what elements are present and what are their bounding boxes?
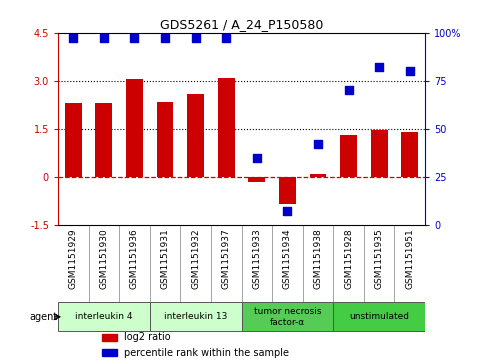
Text: interleukin 4: interleukin 4 bbox=[75, 312, 133, 321]
FancyBboxPatch shape bbox=[58, 302, 150, 331]
Point bbox=[284, 208, 291, 214]
Bar bbox=[96, 103, 112, 177]
Text: GSM1151930: GSM1151930 bbox=[99, 229, 108, 289]
Point bbox=[314, 141, 322, 147]
Bar bbox=[340, 135, 357, 177]
Point bbox=[130, 36, 138, 41]
Text: GSM1151938: GSM1151938 bbox=[313, 229, 323, 289]
Text: GSM1151934: GSM1151934 bbox=[283, 229, 292, 289]
Text: percentile rank within the sample: percentile rank within the sample bbox=[124, 347, 289, 358]
Point bbox=[375, 64, 383, 70]
Bar bbox=[248, 177, 265, 182]
Point bbox=[100, 36, 108, 41]
Point bbox=[192, 36, 199, 41]
FancyBboxPatch shape bbox=[150, 302, 242, 331]
Point bbox=[222, 36, 230, 41]
Text: unstimulated: unstimulated bbox=[349, 312, 409, 321]
Bar bbox=[279, 177, 296, 204]
Text: interleukin 13: interleukin 13 bbox=[164, 312, 227, 321]
Bar bbox=[65, 103, 82, 177]
Bar bbox=[102, 334, 117, 341]
Text: GSM1151935: GSM1151935 bbox=[375, 229, 384, 289]
Bar bbox=[102, 349, 117, 356]
Text: GSM1151933: GSM1151933 bbox=[252, 229, 261, 289]
Point bbox=[161, 36, 169, 41]
Bar bbox=[371, 130, 387, 177]
FancyBboxPatch shape bbox=[242, 302, 333, 331]
Point bbox=[70, 36, 77, 41]
Bar bbox=[218, 78, 235, 177]
Point bbox=[253, 155, 261, 160]
Bar bbox=[310, 174, 327, 177]
FancyBboxPatch shape bbox=[333, 302, 425, 331]
Bar bbox=[187, 94, 204, 177]
Text: agent: agent bbox=[30, 312, 58, 322]
Title: GDS5261 / A_24_P150580: GDS5261 / A_24_P150580 bbox=[160, 19, 323, 32]
Bar bbox=[401, 132, 418, 177]
Bar bbox=[156, 102, 173, 177]
Text: GSM1151932: GSM1151932 bbox=[191, 229, 200, 289]
Text: GSM1151931: GSM1151931 bbox=[160, 229, 170, 289]
Text: GSM1151929: GSM1151929 bbox=[69, 229, 78, 289]
Text: tumor necrosis
factor-α: tumor necrosis factor-α bbox=[254, 307, 321, 326]
Text: GSM1151936: GSM1151936 bbox=[130, 229, 139, 289]
Text: GSM1151937: GSM1151937 bbox=[222, 229, 231, 289]
Text: GSM1151928: GSM1151928 bbox=[344, 229, 353, 289]
Text: GSM1151951: GSM1151951 bbox=[405, 229, 414, 289]
Point bbox=[406, 68, 413, 74]
Text: log2 ratio: log2 ratio bbox=[124, 333, 170, 342]
Point bbox=[345, 87, 353, 93]
Bar bbox=[126, 79, 143, 177]
